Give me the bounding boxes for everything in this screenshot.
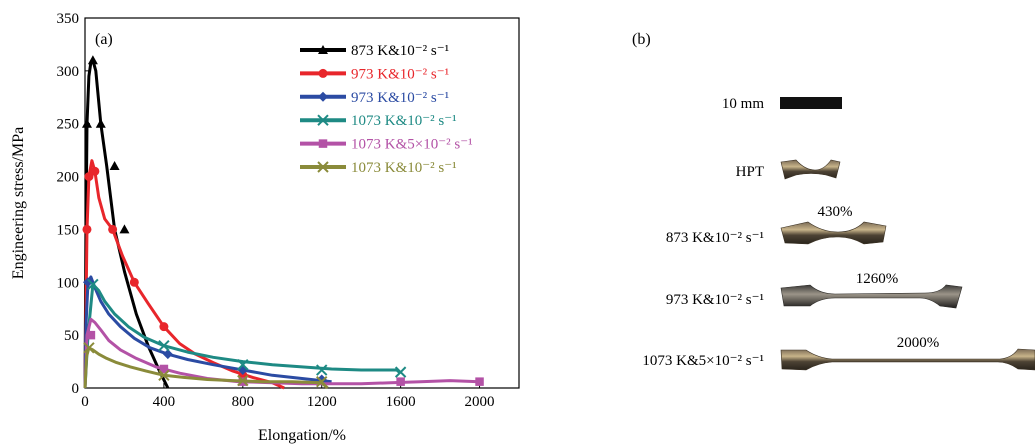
data-point [475,377,484,386]
y-tick-label: 250 [57,117,80,133]
legend-label: 873 K&10⁻² s⁻¹ [351,43,449,59]
data-point [394,366,407,378]
data-point [316,375,328,388]
elongation-label-430: 430% [818,204,853,220]
data-point [158,340,170,352]
data-point [162,349,173,360]
specimen-panel: (b) 10 mm HPT 430% 873 K&10⁻² s⁻¹ 1260% … [632,31,1035,371]
scale-bar-label: 10 mm [722,96,764,112]
data-point [159,364,169,374]
data-point [109,161,120,170]
series-6 [83,342,329,390]
scale-bar [780,97,842,109]
y-axis-title: Engineering stress/MPa [10,127,27,279]
row-label-973k: 973 K&10⁻² s⁻¹ [666,292,764,308]
legend-label: 1073 K&10⁻² s⁻¹ [351,113,457,129]
series-1 [81,55,170,389]
data-point [82,224,92,234]
y-tick-label: 300 [57,64,80,80]
series-3 [82,275,332,389]
data-point [158,369,170,382]
data-point [87,55,98,65]
data-point [82,277,93,288]
y-tick-label: 150 [57,222,80,238]
y-tick-label: 350 [57,11,80,27]
data-point [90,166,100,176]
series-line-3 [83,275,332,389]
data-point [83,342,95,354]
legend-marker [318,45,328,54]
x-tick-label: 1200 [307,394,337,410]
stress-elongation-chart: 0 400 800 1200 1600 2000 0 50 100 150 200 250 300 350… [10,11,520,444]
row-label-hpt: HPT [736,164,764,180]
panel-label-b: (b) [632,31,651,48]
data-point [237,374,249,387]
specimen-1073k [780,348,1035,371]
data-point [81,118,92,128]
series-2 [82,159,285,390]
row-label-1073k: 1073 K&5×10⁻² s⁻¹ [642,353,764,369]
series-layer [81,55,484,390]
legend-entry: 873 K&10⁻² s⁻¹ [300,43,449,59]
y-tick-label: 0 [72,381,80,397]
data-point [108,224,118,234]
series-line-5 [83,317,480,389]
legend-label: 973 K&10⁻² s⁻¹ [351,66,449,82]
data-point [95,118,106,128]
y-tick-label: 200 [57,170,80,186]
y-tick-label: 50 [64,328,79,344]
legend-marker [318,139,328,148]
elongation-label-1260: 1260% [856,271,899,287]
specimen-973k [780,284,963,309]
legend-entry: 1073 K&10⁻² s⁻¹ [300,160,457,176]
series-line-2 [83,159,285,390]
data-point [119,224,130,234]
data-point [129,277,139,287]
elongation-label-2000: 2000% [897,335,940,351]
panel-label-a: (a) [95,31,113,48]
legend-label: 1073 K&5×10⁻² s⁻¹ [351,137,473,153]
specimen-hpt [780,159,841,180]
data-point [86,330,96,340]
x-tick-label: 1600 [386,394,416,410]
specimen-873k [780,221,887,245]
data-point [316,364,328,376]
legend-marker [318,68,328,78]
data-point [87,278,99,291]
legend-marker [318,91,328,102]
x-tick-label: 400 [153,394,176,410]
x-axis-title: Elongation/% [258,427,346,444]
series-line-6 [83,346,329,390]
legend-entry: 1073 K&5×10⁻² s⁻¹ [300,137,473,153]
series-line-4 [83,282,402,389]
legend-marker [317,114,329,126]
series-line-1 [83,58,170,389]
legend-marker [317,161,329,173]
data-point [396,377,405,386]
data-point [159,322,169,332]
legend: 873 K&10⁻² s⁻¹ 973 K&10⁻² s⁻¹ 973 K&10⁻² s… [300,43,473,176]
data-point [84,172,94,182]
data-point [237,359,249,371]
legend-label: 1073 K&10⁻² s⁻¹ [351,160,457,176]
x-tick-label: 800 [232,394,255,410]
legend-label: 973 K&10⁻² s⁻¹ [351,90,449,106]
row-label-873k: 873 K&10⁻² s⁻¹ [666,230,764,246]
y-tick-label: 100 [57,275,80,291]
legend-entry: 1073 K&10⁻² s⁻¹ [300,113,457,129]
series-4 [83,278,407,389]
legend-entry: 973 K&10⁻² s⁻¹ [300,90,449,106]
x-tick-label: 0 [81,394,89,410]
x-tick-label: 2000 [465,394,495,410]
legend-entry: 973 K&10⁻² s⁻¹ [300,66,449,82]
